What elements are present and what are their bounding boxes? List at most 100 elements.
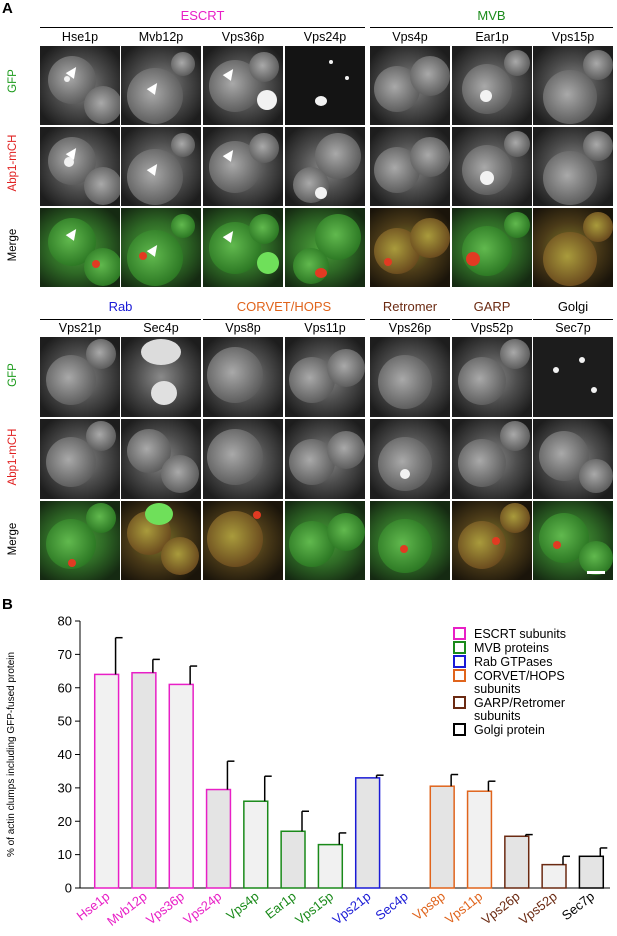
micrograph-abp1-vps15p [533, 127, 613, 206]
bar [354, 777, 381, 889]
row-label-abp1: Abp1-mCH [7, 428, 19, 486]
column-label: Vps52p [470, 321, 514, 335]
x-tick-label: Vps36p [143, 889, 187, 928]
legend-swatch [453, 641, 466, 654]
panel-a-letter: A [2, 0, 13, 17]
legend-swatch [453, 696, 466, 709]
micrograph-merge-vps24p [285, 208, 365, 287]
column-label: Vps24p [303, 30, 347, 44]
micrograph-merge-vps15p [533, 208, 613, 287]
y-tick-label: 70 [58, 647, 72, 662]
legend-swatch [453, 627, 466, 640]
legend-label: ESCRT subunits [474, 627, 566, 641]
micrograph-abp1-mvb12p [121, 127, 201, 206]
x-tick-label: Vps24p [180, 889, 224, 928]
row-label-merge: Merge [7, 522, 19, 556]
x-tick-label: Mvb12p [104, 889, 150, 929]
micrograph-merge-vps21p [40, 501, 120, 580]
micrograph-gfp-mvb12p [121, 46, 201, 125]
legend-label: subunits [474, 682, 521, 696]
group-label-escrt: ESCRT [180, 8, 225, 23]
y-tick-label: 80 [58, 614, 72, 629]
micrograph-merge-vps52p [452, 501, 532, 580]
group-label-corvet-hops: CORVET/HOPS [236, 299, 332, 314]
micrograph-gfp-vps8p [203, 337, 283, 417]
bar [466, 790, 493, 889]
bar [280, 830, 306, 889]
micrograph-abp1-vps21p [40, 419, 120, 499]
bar [541, 863, 567, 889]
y-tick-label: 50 [58, 714, 72, 729]
group-label-mvb: MVB [477, 8, 506, 23]
group-line-escrt [40, 27, 365, 28]
micrograph-merge-sec7p [533, 501, 613, 580]
x-tick-label: Sec4p [372, 889, 410, 924]
panel-b-letter: B [2, 596, 13, 613]
legend-label: GARP/Retromer [474, 696, 565, 710]
x-tick-label: Vps15p [292, 889, 336, 928]
column-label: Vps36p [221, 30, 265, 44]
micrograph-gfp-vps36p [203, 46, 283, 125]
micrograph-abp1-sec7p [533, 419, 613, 499]
bar [205, 788, 232, 889]
x-tick-label: Sec7p [559, 889, 597, 924]
micrograph-gfp-vps26p [370, 337, 450, 417]
bar [168, 683, 194, 889]
micrograph-abp1-vps36p [203, 127, 283, 206]
legend-label: Golgi protein [474, 723, 545, 737]
micrograph-merge-vps11p [285, 501, 365, 580]
column-label: Sec7p [555, 321, 591, 335]
micrograph-gfp-vps4p [370, 46, 450, 125]
group-line-golgi [533, 319, 613, 320]
bar [93, 673, 120, 889]
micrograph-abp1-vps26p [370, 419, 450, 499]
y-tick-label: 10 [58, 847, 72, 862]
bar [429, 785, 455, 889]
column-label: Hse1p [61, 30, 99, 44]
micrograph-merge-vps4p [370, 208, 450, 287]
y-tick-label: 40 [58, 747, 72, 762]
x-tick-label: Vps52p [516, 889, 560, 928]
group-label-garp: GARP [473, 299, 511, 314]
group-label-retromer: Retromer [382, 299, 438, 314]
group-label-rab: Rab [108, 299, 133, 314]
scale-bar [587, 571, 605, 574]
legend-swatch [453, 723, 466, 736]
micrograph-merge-hse1p [40, 208, 120, 287]
legend-swatch [453, 669, 466, 682]
x-tick-label: Vps26p [479, 889, 523, 928]
column-label: Vps15p [551, 30, 595, 44]
group-line-garp [452, 319, 532, 320]
x-tick-label: Vps11p [442, 889, 485, 927]
column-label: Mvb12p [138, 30, 184, 44]
row-label-gfp: GFP [7, 363, 19, 387]
micrograph-abp1-vps4p [370, 127, 450, 206]
micrograph-merge-ear1p [452, 208, 532, 287]
bar [131, 671, 157, 889]
column-label: Sec4p [143, 321, 179, 335]
micrograph-merge-vps36p [203, 208, 283, 287]
bar [243, 800, 269, 889]
row-label-merge: Merge [7, 228, 19, 262]
micrograph-gfp-vps11p [285, 337, 365, 417]
column-label: Vps26p [388, 321, 432, 335]
group-line-retromer [370, 319, 450, 320]
micrograph-merge-vps26p [370, 501, 450, 580]
row-label-gfp: GFP [7, 69, 19, 93]
micrograph-abp1-ear1p [452, 127, 532, 206]
row-label-abp1: Abp1-mCH [7, 134, 19, 192]
bar [578, 855, 605, 889]
micrograph-merge-mvb12p [121, 208, 201, 287]
micrograph-gfp-hse1p [40, 46, 120, 125]
micrograph-gfp-vps52p [452, 337, 532, 417]
micrograph-abp1-vps11p [285, 419, 365, 499]
column-label: Ear1p [475, 30, 509, 44]
column-label: Vps11p [304, 321, 346, 335]
micrograph-gfp-vps24p [285, 46, 365, 125]
group-line-rab [40, 319, 201, 320]
bar [317, 843, 344, 889]
x-tick-label: Vps4p [223, 889, 261, 924]
column-label: Vps4p [392, 30, 428, 44]
y-axis-label: % of actin clumps including GFP-fused pr… [6, 652, 17, 857]
